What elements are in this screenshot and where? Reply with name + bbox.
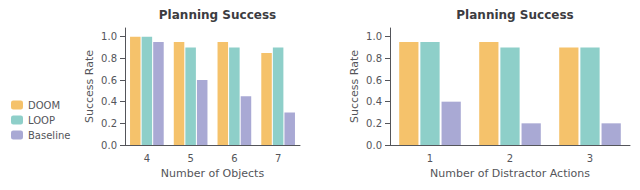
svg-text:0.8: 0.8	[366, 53, 382, 64]
svg-text:0.6: 0.6	[101, 75, 117, 86]
svg-text:Number of Distractor Actions: Number of Distractor Actions	[430, 167, 590, 180]
svg-text:1.0: 1.0	[101, 31, 117, 42]
svg-text:5: 5	[187, 153, 193, 164]
svg-text:2: 2	[507, 153, 513, 164]
svg-text:Baseline: Baseline	[28, 130, 70, 141]
svg-text:7: 7	[275, 153, 281, 164]
svg-text:0.0: 0.0	[101, 140, 117, 151]
svg-text:6: 6	[231, 153, 237, 164]
svg-text:0.4: 0.4	[101, 96, 117, 107]
svg-text:LOOP: LOOP	[28, 115, 55, 126]
svg-text:Planning Success: Planning Success	[456, 8, 573, 22]
svg-text:0.2: 0.2	[366, 118, 382, 129]
svg-text:DOOM: DOOM	[28, 100, 60, 111]
svg-text:0.2: 0.2	[101, 118, 117, 129]
svg-text:Success Rate: Success Rate	[83, 50, 96, 123]
svg-text:Planning Success: Planning Success	[159, 8, 276, 22]
svg-text:1: 1	[427, 153, 433, 164]
svg-text:0.8: 0.8	[101, 53, 117, 64]
svg-text:4: 4	[144, 153, 150, 164]
svg-text:0.4: 0.4	[366, 96, 382, 107]
svg-text:Number of Objects: Number of Objects	[161, 167, 265, 180]
svg-text:0.0: 0.0	[366, 140, 382, 151]
svg-text:1.0: 1.0	[366, 31, 382, 42]
svg-text:Success Rate: Success Rate	[348, 50, 361, 123]
svg-text:3: 3	[587, 153, 593, 164]
svg-text:0.6: 0.6	[366, 75, 382, 86]
